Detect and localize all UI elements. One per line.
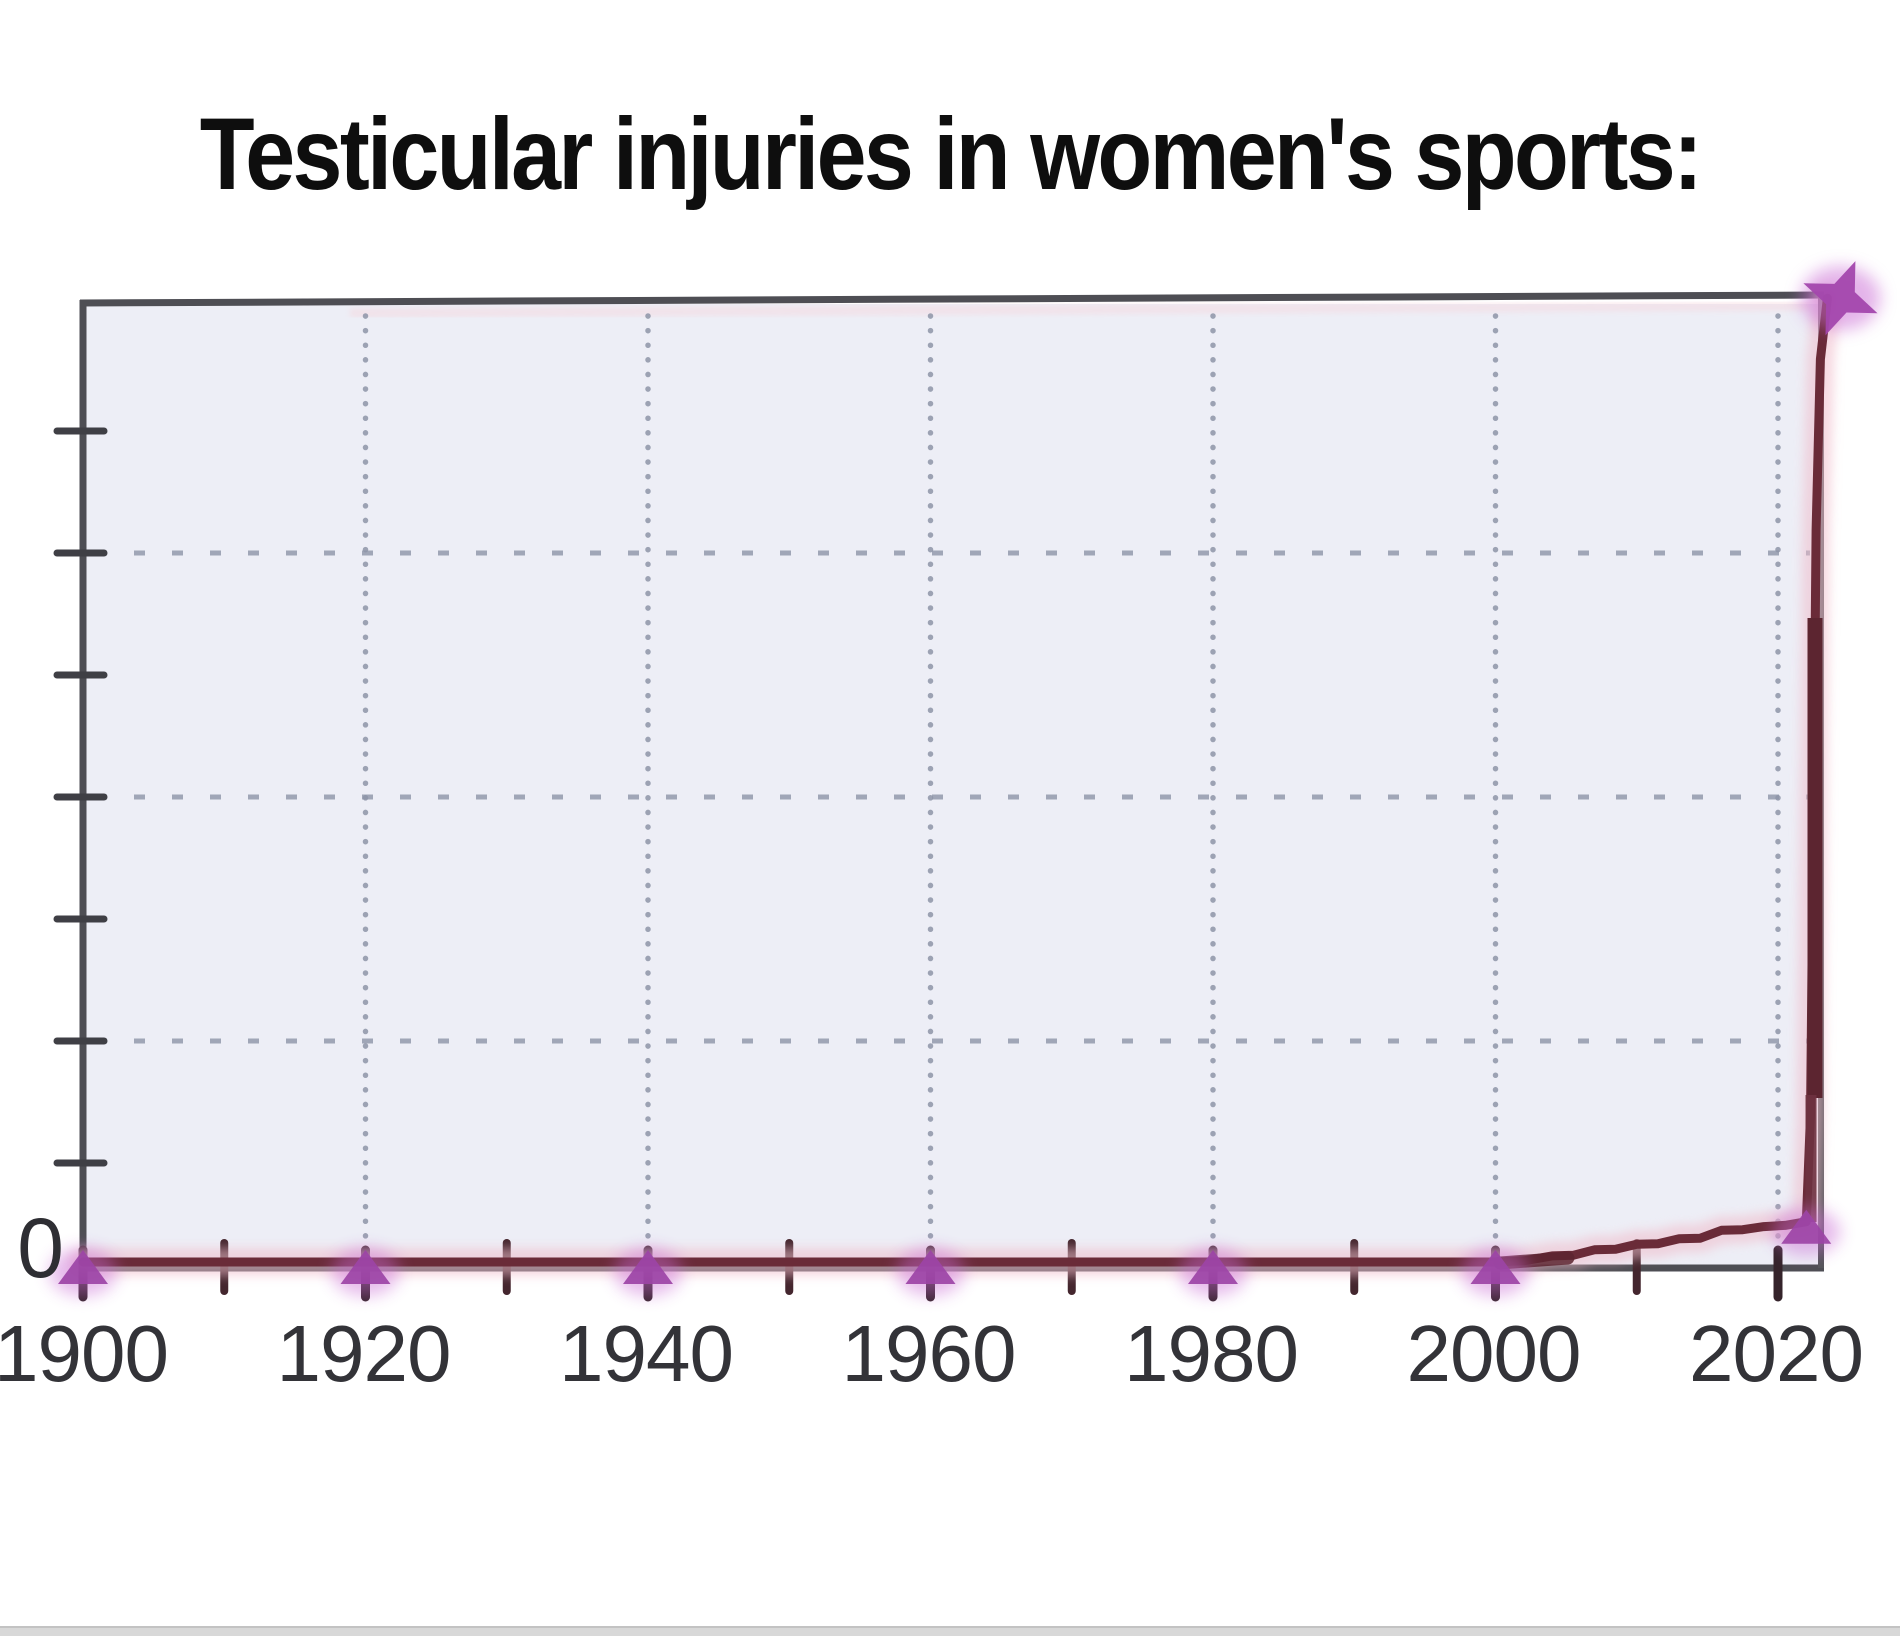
data-point-marker [1188,1250,1238,1284]
x-tick-label: 1980 [1124,1309,1299,1398]
top-pink-glow [349,301,1811,318]
data-point-marker [623,1250,673,1284]
x-tick-label: 1940 [559,1309,734,1398]
chart-title: Testicular injuries in women's sports: [199,97,1703,211]
peak-star-marker [1803,261,1878,336]
x-tick-label: 1920 [276,1309,452,1398]
plot-background [86,304,1818,1266]
data-point-marker [340,1250,391,1284]
data-point-marker [1470,1250,1521,1284]
top-spine [79,291,1825,307]
data-point-marker [905,1250,956,1284]
x-tick-label: 2020 [1689,1309,1864,1398]
bottom-divider-line [0,1626,1900,1636]
x-tick-label: 2000 [1406,1309,1582,1398]
gridlines [86,301,1818,1266]
data-point-marker [1781,1209,1832,1244]
y-axis-zero-label: 0 [17,1201,64,1295]
data-point-markers [49,261,1881,1296]
x-tick-label: 1960 [841,1309,1017,1398]
x-tick-label: 1900 [0,1309,169,1398]
data-point-marker [58,1250,108,1284]
